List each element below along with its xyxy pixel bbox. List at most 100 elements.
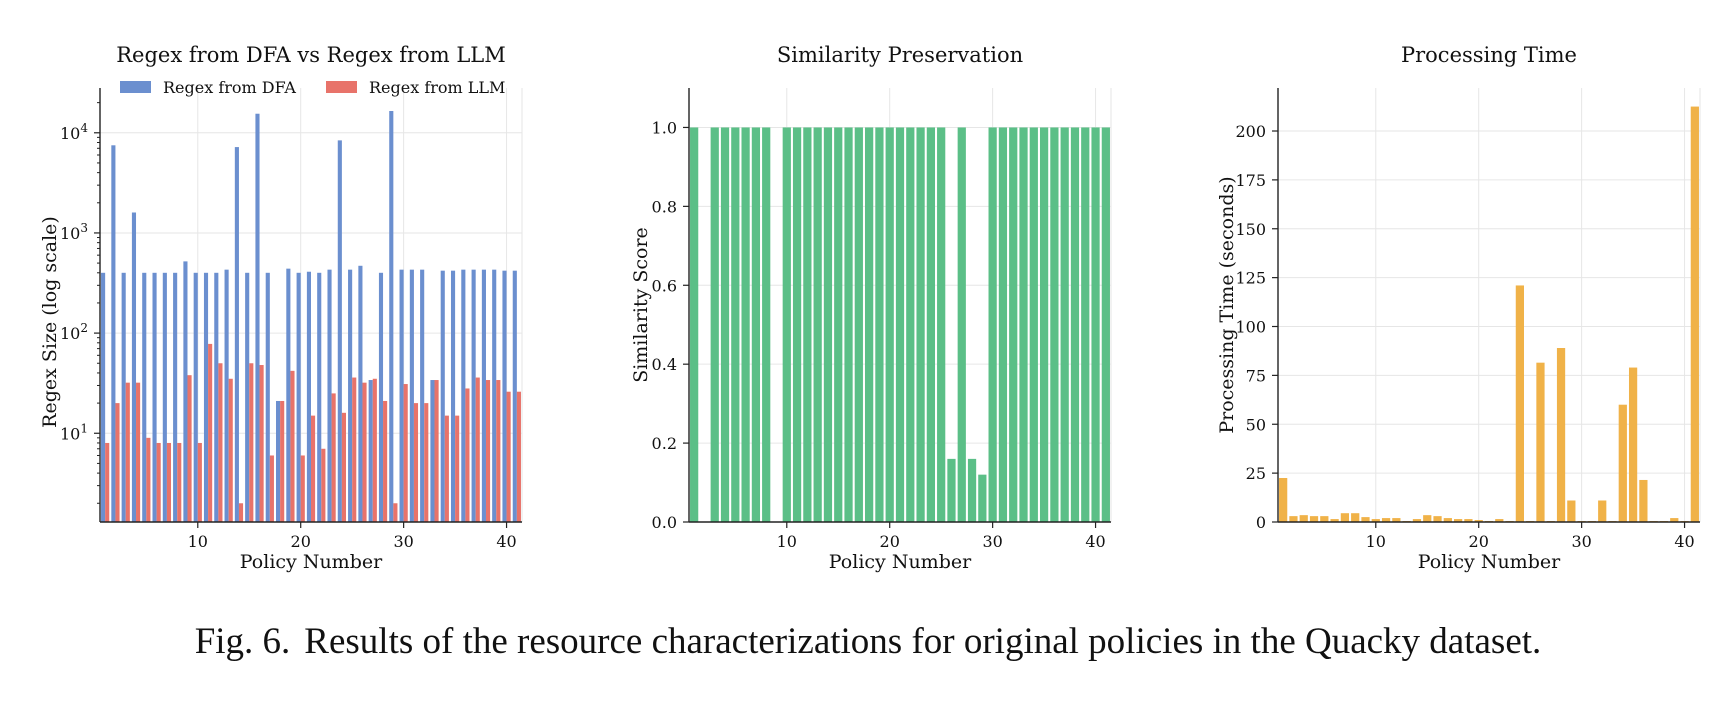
bar xyxy=(249,363,254,522)
bar xyxy=(296,272,301,522)
bar xyxy=(1279,478,1288,522)
bar xyxy=(465,388,470,522)
bar xyxy=(1567,500,1576,522)
bar xyxy=(238,503,244,522)
bar xyxy=(183,261,188,522)
y-ticks: 0 25 50 75 100 125 150 175 200 xyxy=(1235,122,1278,532)
bar xyxy=(1639,479,1648,522)
bar xyxy=(1050,127,1059,523)
bars xyxy=(1279,106,1699,522)
legend-swatch-dfa xyxy=(120,81,151,93)
x-tick-label: 10 xyxy=(1366,532,1386,551)
bar xyxy=(434,380,439,522)
bar xyxy=(1091,127,1100,523)
bar xyxy=(1029,127,1038,523)
bar xyxy=(1060,127,1069,523)
x-tick-label: 20 xyxy=(880,532,900,551)
bar xyxy=(269,455,274,522)
bar xyxy=(782,127,791,523)
bar xyxy=(389,111,394,523)
bar xyxy=(1628,367,1638,522)
legend: Regex from DFA Regex from LLM xyxy=(120,78,505,97)
bar xyxy=(1381,518,1391,522)
bar xyxy=(125,382,130,522)
bar xyxy=(1474,520,1483,522)
bar xyxy=(506,391,511,522)
bar xyxy=(409,269,414,522)
y-tick-label: 25 xyxy=(1246,464,1266,483)
bar xyxy=(1019,127,1028,523)
bar xyxy=(280,400,285,522)
bar xyxy=(193,272,198,522)
legend-label-dfa: Regex from DFA xyxy=(163,78,296,97)
y-tick-label: 125 xyxy=(1235,269,1266,288)
bar xyxy=(1618,404,1627,522)
bar xyxy=(142,272,147,522)
chart-title: Similarity Preservation xyxy=(777,43,1023,67)
bar xyxy=(259,365,264,522)
y-axis-label: Processing Time (seconds) xyxy=(1216,176,1238,433)
bar xyxy=(331,393,336,522)
bar xyxy=(471,269,476,522)
chart-title: Regex from DFA vs Regex from LLM xyxy=(116,43,505,67)
x-ticks: 10 20 30 40 xyxy=(188,522,517,551)
bar xyxy=(496,380,501,522)
bars xyxy=(101,111,521,523)
bar xyxy=(311,415,316,522)
bar xyxy=(383,400,388,522)
x-tick-label: 20 xyxy=(1469,532,1489,551)
bar xyxy=(420,269,425,522)
x-axis-label: Policy Number xyxy=(829,551,972,573)
figure-caption: Fig. 6. Results of the resource character… xyxy=(0,620,1736,663)
bar xyxy=(101,272,106,522)
axes xyxy=(688,88,1111,523)
bar xyxy=(1495,519,1504,522)
bar xyxy=(1556,348,1566,522)
bar xyxy=(731,127,740,523)
y-ticks: 0.0 0.2 0.4 0.6 0.8 1.0 xyxy=(652,118,689,532)
bar xyxy=(502,270,507,522)
axes xyxy=(1277,88,1700,523)
bar xyxy=(1515,285,1524,522)
bar xyxy=(105,442,110,522)
bar xyxy=(762,127,771,523)
bar xyxy=(512,270,517,522)
bar xyxy=(1423,515,1432,522)
bar xyxy=(1464,519,1473,522)
x-tick-label: 40 xyxy=(1674,532,1694,551)
y-tick-label: 101 xyxy=(60,421,88,443)
x-tick-label: 30 xyxy=(1571,532,1591,551)
y-tick-label: 0.6 xyxy=(652,276,677,295)
bar xyxy=(372,378,377,522)
bar xyxy=(115,403,120,522)
x-tick-label: 10 xyxy=(188,532,208,551)
y-tick-label: 200 xyxy=(1235,122,1266,141)
x-tick-label: 30 xyxy=(982,532,1002,551)
bar xyxy=(156,442,161,522)
bar xyxy=(224,269,229,522)
bar xyxy=(290,370,295,522)
bar xyxy=(234,147,239,522)
y-tick-label: 0.2 xyxy=(652,434,677,453)
y-tick-label: 0.8 xyxy=(652,197,677,216)
bar xyxy=(218,363,223,522)
bar xyxy=(1536,362,1545,522)
bar xyxy=(1351,513,1360,522)
y-tick-label: 103 xyxy=(60,221,88,243)
bar xyxy=(516,391,521,522)
bar xyxy=(865,127,874,523)
bar xyxy=(173,272,178,522)
bar xyxy=(362,382,367,522)
bar xyxy=(1670,518,1679,522)
bar xyxy=(327,269,332,522)
bar xyxy=(475,377,480,522)
x-tick-label: 20 xyxy=(291,532,311,551)
bar xyxy=(792,127,802,523)
bar xyxy=(720,127,730,523)
bar xyxy=(450,270,456,522)
x-ticks: 10 20 30 40 xyxy=(777,522,1106,551)
bar xyxy=(286,268,291,522)
bar xyxy=(228,378,233,522)
y-tick-label: 0.0 xyxy=(652,513,677,532)
